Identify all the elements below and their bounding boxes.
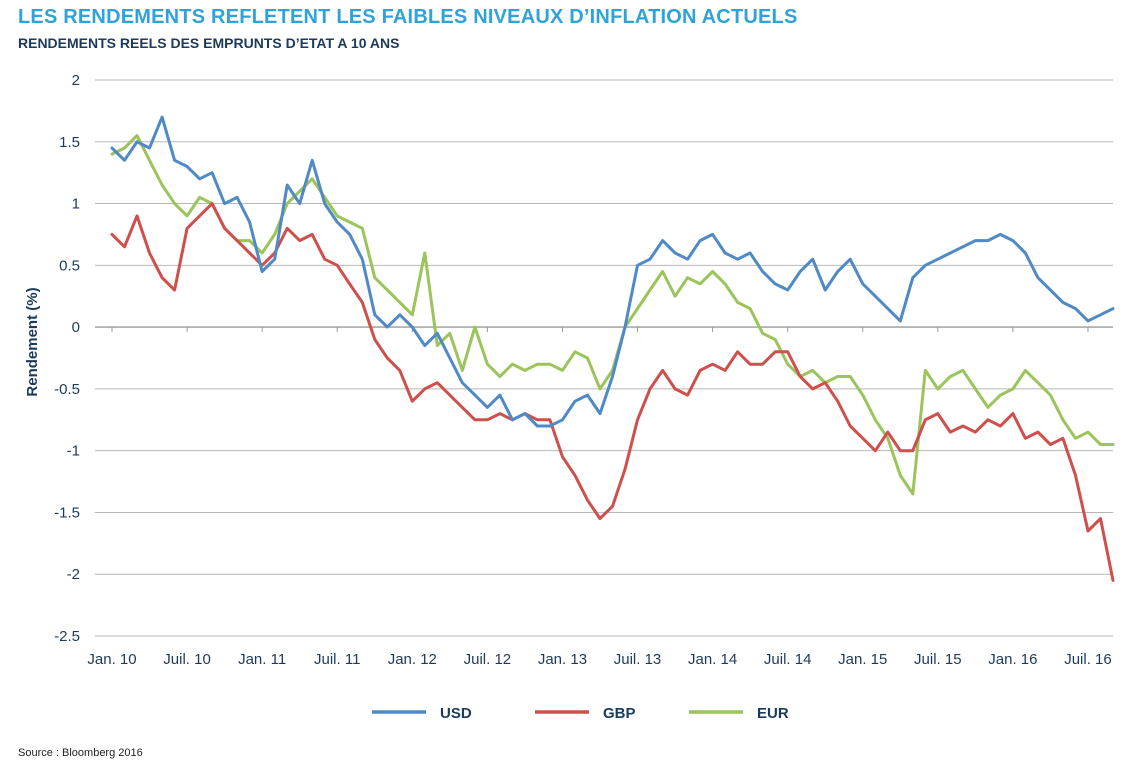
x-tick-label: Jan. 12	[388, 651, 437, 668]
y-axis-ticks: 2 1.5 1 0.5 0 -0.5 -1 -1.5 -2 -2.5	[54, 72, 80, 645]
x-tick-label: Juil. 15	[914, 651, 962, 668]
x-tick-label: Juil. 11	[314, 651, 360, 668]
series-line-eur	[110, 134, 1115, 496]
legend-label-eur: EUR	[757, 705, 789, 722]
y-tick-label: -1	[67, 443, 80, 460]
series-line-gbp	[110, 202, 1115, 582]
y-tick-label: -1.5	[54, 504, 80, 521]
line-chart: 2 1.5 1 0.5 0 -0.5 -1 -1.5 -2 -2.5 Jan. 10 Juil. 1…	[24, 72, 1115, 722]
y-tick-label: 0.5	[59, 257, 80, 274]
series-lines	[110, 115, 1115, 582]
legend-label-gbp: GBP	[603, 705, 636, 722]
y-tick-label: 0	[72, 319, 80, 336]
legend-label-usd: USD	[440, 705, 472, 722]
x-axis-ticks: Jan. 10 Juil. 10 Jan. 11 Juil. 11 Jan. 12 Jui…	[87, 327, 1112, 668]
x-tick-label: Jan. 10	[87, 651, 136, 668]
series-line-usd	[110, 115, 1115, 428]
y-tick-label: -2	[67, 566, 80, 583]
x-tick-label: Juil. 16	[1064, 651, 1112, 668]
y-tick-label: -0.5	[54, 381, 80, 398]
y-tick-label: 1.5	[59, 134, 80, 151]
x-tick-label: Jan. 16	[988, 651, 1037, 668]
x-tick-label: Juil. 10	[163, 651, 211, 668]
chart-title: LES RENDEMENTS REFLETENT LES FAIBLES NIV…	[18, 6, 798, 28]
x-tick-label: Jan. 11	[238, 651, 286, 668]
source-note: Source : Bloomberg 2016	[18, 747, 143, 759]
x-tick-label: Juil. 14	[764, 651, 812, 668]
gridlines	[95, 79, 1113, 637]
x-tick-label: Juil. 13	[614, 651, 662, 668]
x-tick-label: Jan. 15	[838, 651, 887, 668]
legend: USD GBP EUR	[372, 705, 789, 722]
x-tick-label: Jan. 13	[538, 651, 587, 668]
x-tick-label: Jan. 14	[688, 651, 737, 668]
y-tick-label: -2.5	[54, 628, 80, 645]
x-tick-label: Juil. 12	[464, 651, 512, 668]
y-tick-label: 1	[72, 196, 80, 213]
y-tick-label: 2	[72, 72, 80, 89]
chart-subtitle: RENDEMENTS REELS DES EMPRUNTS D’ETAT A 1…	[18, 35, 400, 51]
y-axis-label: Rendement (%)	[24, 287, 41, 396]
